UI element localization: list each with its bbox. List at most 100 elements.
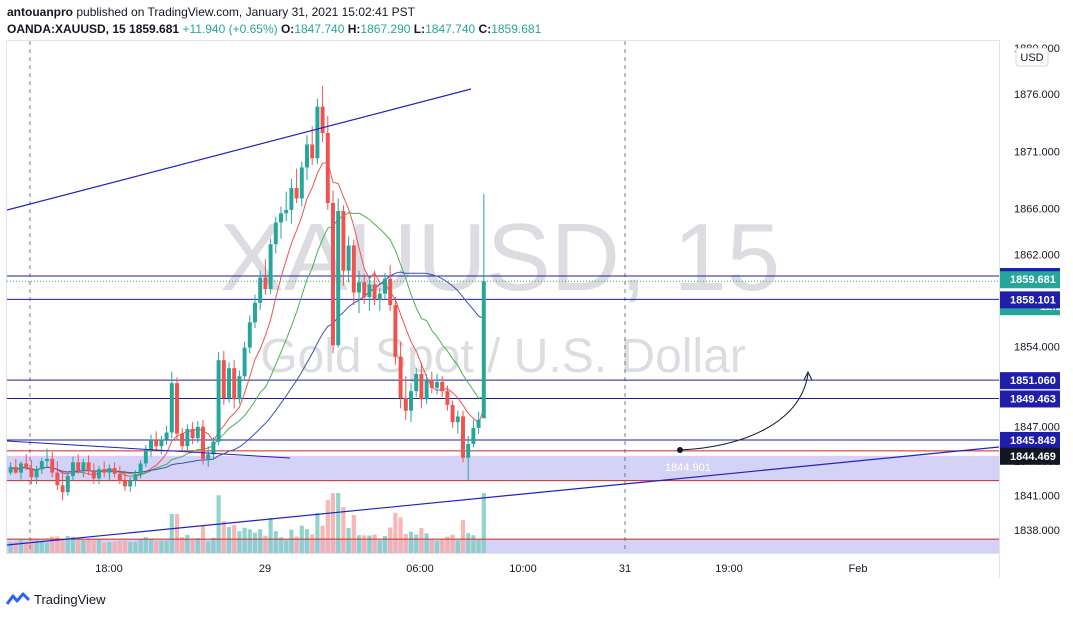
publisher-name[interactable]: antouanpro	[7, 5, 73, 19]
candle-body	[149, 439, 153, 450]
volume-bar	[55, 536, 60, 553]
candle-body	[341, 211, 346, 271]
price-tick-label: 1854.000	[1014, 341, 1060, 353]
volume-bar	[414, 534, 419, 553]
candle-body	[351, 245, 356, 293]
currency-badge[interactable]	[1015, 47, 1049, 67]
candle-body	[71, 462, 75, 477]
volume-bar	[195, 538, 200, 553]
volume-bar	[60, 538, 65, 553]
candle-body	[310, 144, 315, 159]
candle-body	[445, 391, 450, 405]
candle-body	[440, 381, 445, 392]
volume-bar	[393, 512, 398, 553]
volume-bar	[289, 529, 294, 553]
volume-bar	[367, 535, 372, 553]
price-axis-label	[1000, 372, 1060, 390]
candle-body	[221, 360, 226, 399]
candle-body	[435, 381, 439, 388]
projection-arrow-start	[677, 447, 683, 453]
volume-bar	[70, 536, 76, 553]
volume-bar	[122, 540, 128, 553]
volume-bar	[336, 493, 341, 553]
volume-bar	[382, 535, 388, 553]
candle-body	[305, 144, 309, 168]
candle-body	[450, 404, 455, 423]
candle-body	[55, 472, 60, 486]
volume-bar	[310, 534, 315, 553]
volume-bar	[65, 536, 70, 553]
candle-body	[424, 379, 429, 400]
candle-body	[268, 244, 273, 290]
volume-bar	[330, 493, 336, 553]
price-axis-label-text: 1849.463	[1010, 393, 1056, 405]
candle-body	[81, 462, 86, 471]
volume-bar	[278, 537, 284, 553]
candle-body	[383, 278, 387, 294]
close-label: C:	[478, 22, 492, 36]
candle-body	[336, 211, 341, 346]
candle-body	[107, 468, 112, 473]
volume-bar	[315, 513, 320, 553]
candle-body	[201, 426, 205, 459]
volume-bar	[377, 540, 382, 553]
volume-bar	[460, 520, 466, 553]
volume-bar	[148, 538, 154, 553]
volume-bar	[304, 529, 310, 553]
time-tick-label: 06:00	[406, 563, 434, 575]
volume-bar	[419, 528, 424, 553]
candle-body	[29, 468, 34, 478]
candle-body	[377, 293, 382, 300]
candle-body	[476, 419, 481, 428]
price-axis-label-text: 1844.469	[1010, 451, 1056, 463]
volume-bar	[450, 534, 455, 553]
candle-body	[242, 347, 247, 377]
brand-name: TradingView	[34, 591, 106, 607]
candle-body	[461, 416, 465, 458]
price-tick-label: 1871.000	[1014, 146, 1060, 158]
volume-bar	[91, 540, 96, 553]
symbol-label[interactable]: OANDA:XAUUSD, 15	[7, 22, 126, 36]
candle-body	[419, 373, 424, 400]
volume-bar	[211, 537, 216, 553]
candle-body	[143, 449, 148, 464]
volume-bar	[471, 535, 476, 553]
volume-bar	[247, 529, 252, 553]
price-axis-label-text: 1859.681	[1010, 274, 1056, 286]
candle-body	[211, 441, 216, 455]
candle-body	[45, 458, 49, 462]
candle-body	[372, 284, 377, 300]
candle-body	[403, 398, 408, 411]
candle-body	[409, 391, 413, 411]
candle-body	[455, 416, 460, 423]
volume-bar	[164, 540, 169, 553]
open-label: O:	[280, 22, 295, 36]
candle-body	[128, 480, 133, 487]
price-tick-label: 1866.000	[1014, 204, 1060, 216]
watermark-description: Gold Spot / U.S. Dollar	[260, 330, 746, 383]
volume-bar	[185, 534, 190, 553]
price-tick-label: 1838.000	[1014, 525, 1060, 537]
volume-bar	[408, 531, 414, 553]
candle-body	[159, 439, 164, 447]
candle-body	[273, 222, 278, 245]
volume-bar	[341, 507, 346, 553]
volume-bar	[263, 535, 268, 553]
candle-body	[227, 368, 231, 399]
price-axis-label	[1000, 390, 1060, 408]
volume-bar	[372, 534, 377, 553]
price-tick-label: 1841.000	[1014, 491, 1060, 503]
price-tick-label: 1862.000	[1014, 250, 1060, 262]
time-tick-label: Feb	[849, 563, 868, 575]
candle-body	[237, 376, 242, 400]
volume-bar	[466, 533, 471, 553]
price-tick-label: 1847.000	[1014, 422, 1060, 434]
volume-bar	[237, 531, 242, 553]
price-axis-border	[999, 40, 1000, 578]
candle-body	[112, 468, 117, 474]
volume-bar	[169, 513, 174, 553]
candle-body	[388, 278, 393, 306]
upper-trendline	[7, 88, 472, 211]
candle-body	[466, 443, 471, 458]
